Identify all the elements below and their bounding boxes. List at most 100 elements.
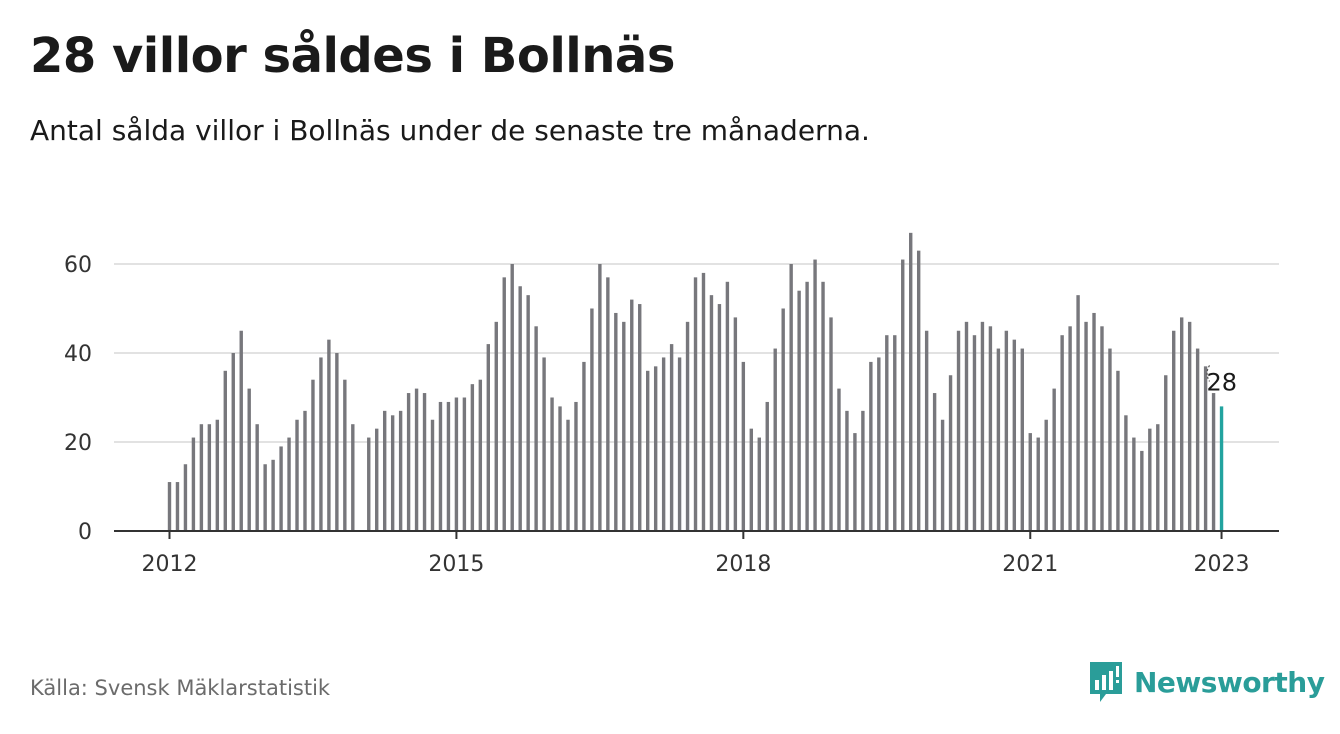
- bar: [470, 384, 475, 531]
- bar: [781, 308, 785, 531]
- bar: [1156, 424, 1160, 531]
- bar: [1172, 330, 1176, 531]
- bar: [574, 401, 578, 531]
- bar: [367, 437, 371, 531]
- bar: [223, 370, 227, 531]
- bar: [398, 410, 403, 531]
- bar: [1036, 437, 1040, 531]
- bar: [869, 361, 873, 531]
- bar: [422, 393, 427, 531]
- bar: [1068, 326, 1072, 531]
- bar: [175, 482, 180, 531]
- bar: [462, 397, 467, 531]
- bar: [231, 353, 235, 531]
- bar: [375, 428, 379, 531]
- bar: [1187, 321, 1192, 531]
- bar: [510, 264, 514, 531]
- bar: [725, 281, 730, 531]
- bar-chart: 0 20 40 60 2012 2015 2018 2021 2023 28: [64, 232, 1279, 577]
- x-tick-label: 2015: [428, 552, 484, 577]
- bar: [805, 281, 809, 531]
- bar: [239, 330, 243, 531]
- bar: [606, 277, 610, 531]
- bar: [893, 335, 897, 531]
- bar: [741, 361, 746, 531]
- bar: [948, 375, 953, 531]
- bar: [646, 370, 650, 531]
- bar: [271, 459, 275, 531]
- bar: [853, 433, 857, 531]
- bar: [207, 424, 212, 531]
- bar: [749, 428, 754, 531]
- bar: [542, 357, 546, 531]
- bar: [279, 446, 283, 531]
- bar: [1116, 370, 1120, 531]
- bar: [773, 348, 777, 531]
- bar: [1195, 348, 1200, 531]
- bar: [821, 281, 825, 531]
- highlight-value-label: 28: [1207, 368, 1238, 396]
- y-tick-label: 20: [64, 431, 92, 456]
- bar: [534, 326, 538, 531]
- y-axis-tick-labels: 0 20 40 60: [64, 253, 92, 545]
- bar: [414, 388, 419, 531]
- bar: [247, 388, 251, 531]
- bar: [677, 357, 682, 531]
- x-axis-tick-labels: 2012 2015 2018 2021 2023: [142, 531, 1250, 577]
- bar: [996, 348, 1001, 531]
- source-note: Källa: Svensk Mäklarstatistik: [30, 676, 331, 700]
- bar: [199, 424, 204, 531]
- bar: [1044, 419, 1048, 531]
- chart-subtitle: Antal sålda villor i Bollnäs under de se…: [30, 114, 870, 147]
- bar: [1148, 428, 1152, 531]
- bar: [1052, 388, 1056, 531]
- bar: [901, 259, 905, 531]
- bar: [486, 344, 490, 531]
- bar: [733, 317, 738, 531]
- y-tick-label: 60: [64, 253, 92, 278]
- bar: [845, 410, 849, 531]
- bar: [335, 353, 339, 531]
- bar: [1028, 433, 1032, 531]
- bar: [255, 424, 259, 531]
- bar: [494, 321, 498, 531]
- bar: [813, 259, 817, 531]
- bar: [877, 357, 881, 531]
- bar: [183, 464, 188, 531]
- bar: [1124, 415, 1128, 531]
- brand-logo: Newsworthy: [1088, 660, 1325, 704]
- bar: [909, 232, 913, 531]
- chart-title: 28 villor såldes i Bollnäs: [30, 28, 675, 84]
- bar: [390, 415, 395, 531]
- x-tick-label: 2023: [1194, 552, 1250, 577]
- bar: [454, 397, 459, 531]
- bar: [382, 410, 387, 531]
- bar: [582, 361, 586, 531]
- bar: [1004, 330, 1009, 531]
- bar: [1084, 321, 1088, 531]
- bar: [630, 299, 634, 531]
- bar: [311, 379, 315, 531]
- bar: [789, 264, 793, 531]
- x-tick-label: 2018: [715, 552, 771, 577]
- bar: [1211, 393, 1216, 531]
- bar: [717, 304, 722, 531]
- bar: [1092, 312, 1096, 531]
- bar: [430, 419, 435, 531]
- y-tick-label: 0: [78, 520, 92, 545]
- bar: [765, 401, 769, 531]
- bar: [1164, 375, 1168, 531]
- bar: [837, 388, 841, 531]
- bar: [861, 410, 865, 531]
- bar: [550, 397, 554, 531]
- bar: [1076, 295, 1080, 531]
- bar: [701, 272, 706, 531]
- bar: [518, 286, 522, 531]
- bar: [1140, 450, 1144, 531]
- bar: [327, 339, 331, 531]
- bar: [940, 419, 945, 531]
- bar: [980, 321, 985, 531]
- bar: [1108, 348, 1112, 531]
- y-tick-label: 40: [64, 342, 92, 367]
- bar: [438, 401, 443, 531]
